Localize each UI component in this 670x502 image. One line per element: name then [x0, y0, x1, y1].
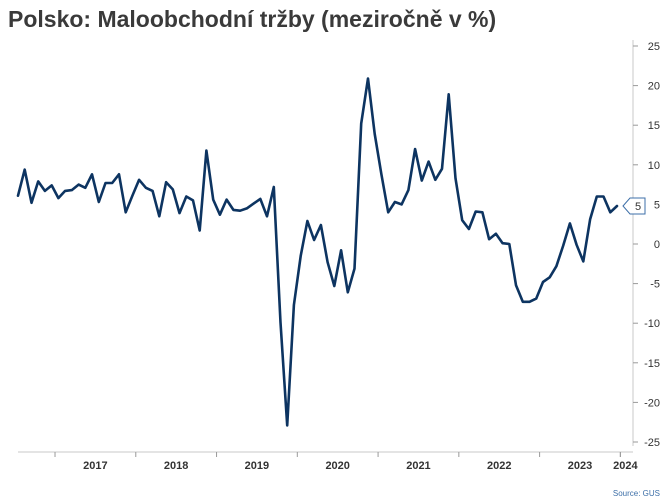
y-tick-label: -15 [644, 358, 660, 370]
y-tick-label: -20 [644, 397, 660, 409]
y-tick-label: 20 [648, 81, 660, 93]
y-tick-label: -5 [650, 279, 660, 291]
source-note: Source: GUS [612, 489, 660, 498]
y-tick-label: 5 [654, 199, 660, 211]
y-tick-label: 15 [648, 120, 660, 132]
y-tick-label: 10 [648, 160, 660, 172]
y-tick-label: 25 [648, 41, 660, 53]
x-tick-label: 2022 [487, 460, 511, 472]
last-value-marker [622, 197, 646, 215]
series-line [16, 77, 619, 427]
x-tick-label: 2017 [83, 460, 107, 472]
x-tick-label: 2020 [325, 460, 349, 472]
y-tick-label: -10 [644, 318, 660, 330]
last-value-label: 5 [635, 201, 641, 213]
y-tick-label: -25 [644, 437, 660, 449]
x-tick-label: 2018 [164, 460, 188, 472]
y-tick-label: 0 [654, 239, 660, 251]
x-tick-label: 2024 [613, 460, 638, 472]
chart-title: Polsko: Maloobchodní tržby (meziročně v … [8, 6, 497, 32]
x-tick-label: 2023 [568, 460, 592, 472]
x-tick-label: 2021 [406, 460, 430, 472]
x-tick-label: 2019 [245, 460, 269, 472]
